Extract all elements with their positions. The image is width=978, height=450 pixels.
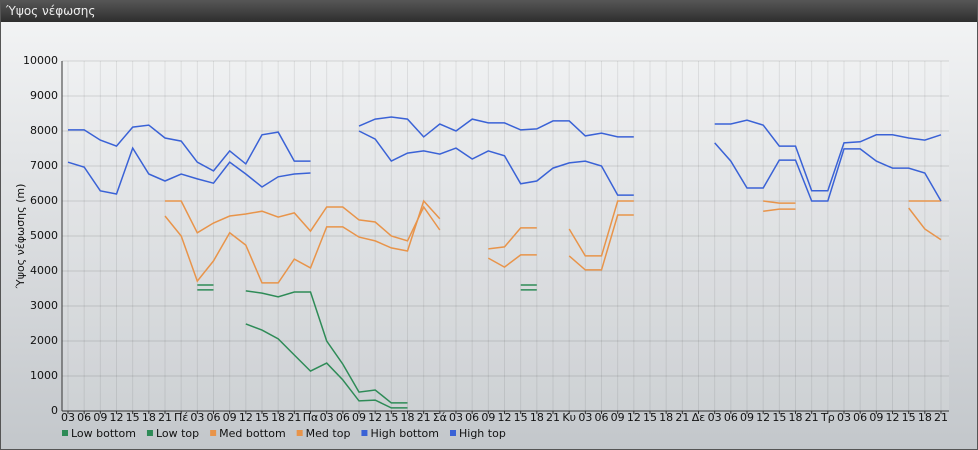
x-tick-label: 12 — [498, 411, 512, 424]
x-tick-label: 06 — [77, 411, 91, 424]
x-tick-label: 03 — [190, 411, 204, 424]
x-tick-label: 06 — [724, 411, 738, 424]
x-tick-label: 12 — [756, 411, 770, 424]
y-tick-label: 0 — [51, 404, 58, 417]
y-tick-label: 7000 — [30, 159, 58, 172]
x-tick-label: 18 — [142, 411, 156, 424]
x-tick-label: 12 — [110, 411, 124, 424]
y-tick-label: 4000 — [30, 264, 58, 277]
legend-swatch — [361, 430, 368, 436]
x-tick-label: Κυ — [562, 411, 576, 424]
x-tick-label: 03 — [320, 411, 334, 424]
x-tick-label: 21 — [805, 411, 819, 424]
x-tick-label: 03 — [578, 411, 592, 424]
x-tick-label: 15 — [772, 411, 786, 424]
legend-swatch — [210, 430, 217, 436]
x-tick-label: 18 — [789, 411, 803, 424]
x-tick-label: Πέ — [174, 411, 188, 424]
x-tick-label: 21 — [546, 411, 560, 424]
x-tick-label: 12 — [886, 411, 900, 424]
x-tick-label: 09 — [223, 411, 237, 424]
x-tick-label: 21 — [287, 411, 301, 424]
series-line — [164, 199, 942, 284]
title-bar: Ύψος νέφωσης — [1, 1, 977, 22]
x-tick-label: 03 — [61, 411, 75, 424]
x-tick-label: 18 — [659, 411, 673, 424]
x-tick-label: 03 — [449, 411, 463, 424]
x-tick-label: 12 — [239, 411, 253, 424]
x-tick-label: 15 — [643, 411, 657, 424]
legend-swatch — [450, 430, 456, 436]
x-tick-label: Σά — [433, 411, 447, 424]
legend-label: Low bottom — [71, 427, 136, 440]
y-tick-label: 10000 — [23, 54, 58, 67]
x-tick-label: 03 — [708, 411, 722, 424]
x-tick-label: Πα — [303, 411, 319, 424]
x-tick-label: 15 — [255, 411, 269, 424]
series-line — [197, 284, 537, 404]
legend-swatch — [62, 430, 68, 436]
legend-label: Low top — [156, 427, 199, 440]
x-tick-label: 21 — [675, 411, 689, 424]
y-axis-label: Ύψος νέφωσης (m) — [14, 184, 27, 290]
x-tick-label: 06 — [336, 411, 350, 424]
legend-label: High bottom — [370, 427, 439, 440]
y-tick-label: 9000 — [30, 89, 58, 102]
x-tick-label: 18 — [271, 411, 285, 424]
x-tick-label: 03 — [837, 411, 851, 424]
series-line — [68, 116, 942, 192]
x-tick-label: 09 — [93, 411, 107, 424]
x-tick-label: 06 — [853, 411, 867, 424]
y-tick-label: 2000 — [30, 334, 58, 347]
legend-label: High top — [459, 427, 506, 440]
x-tick-label: 15 — [384, 411, 398, 424]
x-tick-label: 06 — [465, 411, 479, 424]
x-tick-label: 18 — [918, 411, 932, 424]
x-tick-label: 18 — [530, 411, 544, 424]
x-tick-label: 09 — [352, 411, 366, 424]
x-tick-label: Δε — [692, 411, 706, 424]
legend-label: Med bottom — [219, 427, 286, 440]
x-tick-label: 21 — [417, 411, 431, 424]
x-tick-label: Τρ — [820, 411, 835, 424]
y-tick-label: 6000 — [30, 194, 58, 207]
series-line — [165, 200, 941, 257]
plot-area — [62, 61, 949, 411]
x-tick-label: 15 — [126, 411, 140, 424]
y-tick-label: 3000 — [30, 299, 58, 312]
y-tick-label: 5000 — [30, 229, 58, 242]
x-tick-label: 09 — [481, 411, 495, 424]
y-tick-label: 8000 — [30, 124, 58, 137]
x-tick-label: 15 — [514, 411, 528, 424]
x-tick-label: 15 — [902, 411, 916, 424]
x-tick-label: 06 — [595, 411, 609, 424]
legend-swatch — [146, 430, 153, 436]
x-tick-label: 12 — [627, 411, 641, 424]
x-tick-label: 09 — [611, 411, 625, 424]
series-line — [197, 289, 537, 409]
x-tick-label: 09 — [740, 411, 754, 424]
x-tick-label: 12 — [368, 411, 382, 424]
legend-swatch — [296, 430, 303, 436]
x-tick-label: 21 — [158, 411, 172, 424]
x-tick-label: 21 — [934, 411, 948, 424]
y-tick-label: 1000 — [30, 369, 58, 382]
legend-label: Med top — [306, 427, 351, 440]
series-line — [67, 130, 942, 202]
x-tick-label: 09 — [869, 411, 883, 424]
x-tick-label: 18 — [401, 411, 415, 424]
x-tick-label: 06 — [207, 411, 221, 424]
